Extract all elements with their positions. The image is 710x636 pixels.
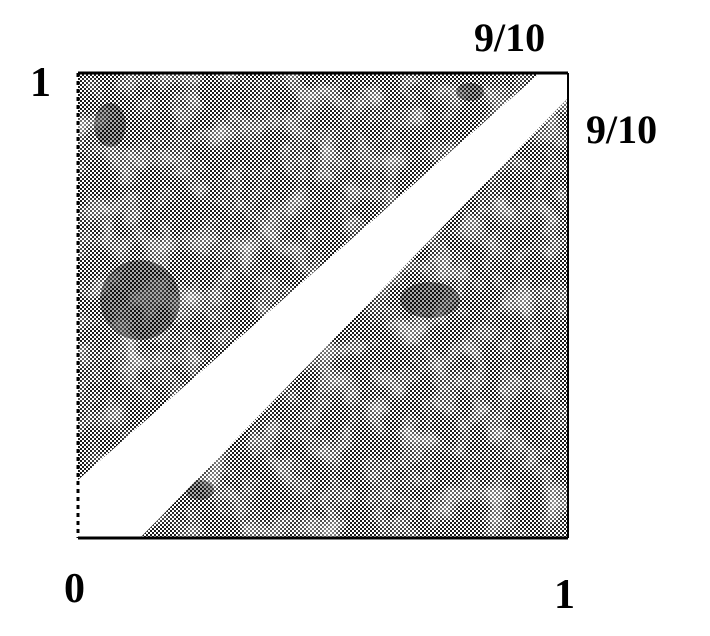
right-mark-label: 9/10 bbox=[586, 107, 658, 152]
y-end-label: 1 bbox=[30, 60, 51, 106]
x-end-label: 1 bbox=[554, 572, 575, 618]
top-mark-label: 9/10 bbox=[474, 15, 546, 60]
diagonal-band bbox=[78, 73, 568, 538]
dark-blotches bbox=[94, 83, 484, 500]
origin-label: 0 bbox=[64, 566, 85, 612]
